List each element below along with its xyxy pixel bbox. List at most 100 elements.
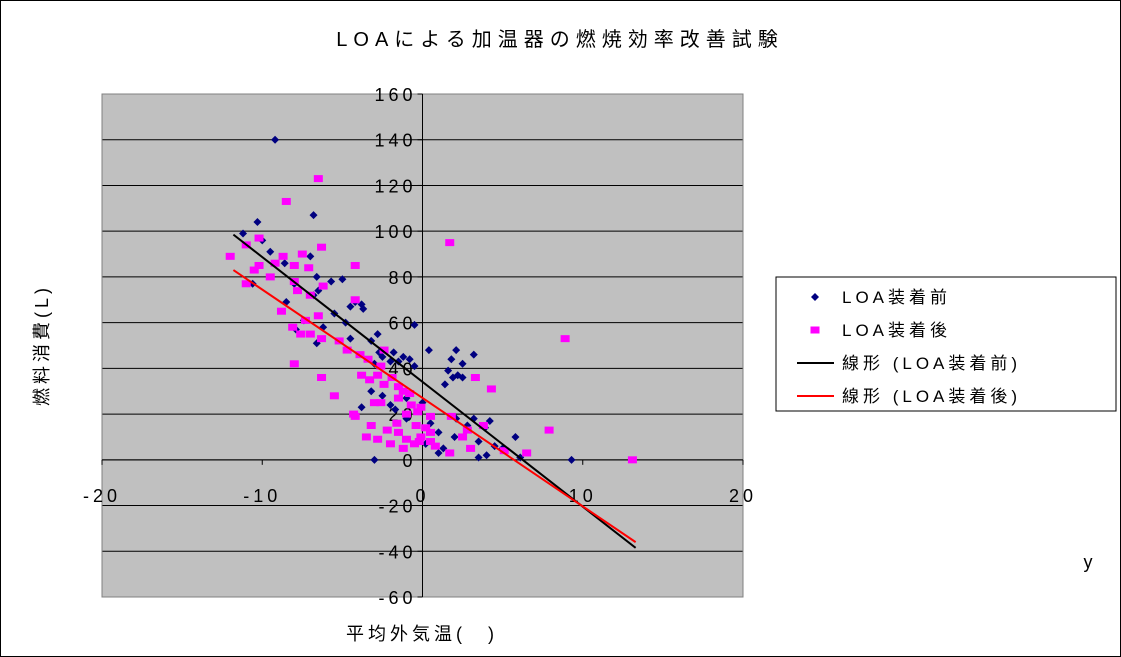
data-point xyxy=(458,359,467,368)
data-point xyxy=(405,390,415,398)
data-point xyxy=(434,428,443,437)
data-point xyxy=(445,449,455,457)
data-point xyxy=(376,399,386,407)
data-point xyxy=(401,410,411,418)
data-point xyxy=(288,323,298,331)
data-point xyxy=(450,432,459,441)
data-point xyxy=(296,330,306,338)
data-point xyxy=(466,444,476,452)
data-point xyxy=(474,453,483,462)
data-point xyxy=(391,405,400,414)
data-point xyxy=(567,455,576,464)
data-point xyxy=(313,312,323,320)
data-point xyxy=(281,197,291,205)
tick-labels: -60-40-20020406080100120140160-20-100102… xyxy=(83,85,757,608)
data-point xyxy=(511,432,520,441)
data-point xyxy=(469,350,478,359)
data-point xyxy=(293,287,303,295)
y-tick-label: -60 xyxy=(378,588,416,608)
data-point xyxy=(416,403,426,411)
data-point xyxy=(398,387,408,395)
data-point xyxy=(392,419,402,427)
data-point xyxy=(416,433,426,441)
data-point xyxy=(317,243,327,251)
data-point xyxy=(312,272,321,281)
data-point xyxy=(254,234,264,242)
data-point xyxy=(327,277,336,286)
data-point xyxy=(410,320,419,329)
legend-label: LOA装着後 xyxy=(842,321,951,340)
data-point xyxy=(369,399,379,407)
data-point xyxy=(405,355,414,364)
data-point xyxy=(350,261,360,269)
data-point xyxy=(359,304,368,313)
data-point xyxy=(426,428,436,436)
data-point xyxy=(313,175,323,183)
x-tick-label: -20 xyxy=(83,486,121,506)
data-point xyxy=(399,352,408,361)
data-point xyxy=(462,426,472,434)
data-point xyxy=(410,362,419,371)
data-point xyxy=(306,252,315,261)
data-point xyxy=(393,428,403,436)
data-point xyxy=(447,355,456,364)
data-point xyxy=(434,448,443,457)
data-point xyxy=(386,400,395,409)
data-point xyxy=(627,456,637,464)
data-point xyxy=(270,259,280,267)
data-point xyxy=(338,275,347,284)
data-point xyxy=(376,362,386,370)
data-point xyxy=(458,373,467,382)
data-point xyxy=(361,433,371,441)
data-point xyxy=(409,440,419,448)
data-point xyxy=(398,444,408,452)
data-point xyxy=(239,229,248,238)
legend-label: LOA装着前 xyxy=(842,288,951,307)
data-point xyxy=(278,252,288,260)
data-point xyxy=(367,387,376,396)
data-point xyxy=(522,449,532,457)
data-point xyxy=(424,346,433,355)
data-point xyxy=(406,401,416,409)
data-point xyxy=(225,252,235,260)
data-point xyxy=(379,346,389,354)
data-point xyxy=(342,346,352,354)
data-point xyxy=(276,307,286,315)
y-tick-label: 160 xyxy=(374,85,416,105)
legend-swatch xyxy=(810,326,820,334)
data-point xyxy=(448,373,457,382)
data-point xyxy=(486,385,496,393)
y-tick-label: 0 xyxy=(402,451,416,471)
data-point xyxy=(426,412,436,420)
data-point xyxy=(373,435,383,443)
x-tick-label: 20 xyxy=(729,486,757,506)
data-point xyxy=(458,433,468,441)
data-point xyxy=(301,316,311,324)
data-point xyxy=(365,376,375,384)
data-point xyxy=(254,261,264,269)
data-point xyxy=(444,366,453,375)
legend-box xyxy=(775,276,1117,412)
data-point xyxy=(249,266,259,274)
data-point xyxy=(411,422,421,430)
data-point xyxy=(266,247,275,256)
x-tick-label: 0 xyxy=(415,486,429,506)
data-point xyxy=(346,334,355,343)
data-point xyxy=(265,273,275,281)
data-point xyxy=(373,371,383,379)
data-point xyxy=(414,438,424,446)
data-point xyxy=(309,211,318,220)
data-point xyxy=(370,455,379,464)
y-tick-label: -40 xyxy=(378,542,416,562)
data-point xyxy=(482,451,491,460)
data-point xyxy=(430,442,440,450)
data-point xyxy=(440,380,449,389)
data-point xyxy=(413,408,423,416)
data-point xyxy=(474,437,483,446)
legend-label: 線形 (LOA装着前) xyxy=(842,354,1021,373)
data-point xyxy=(393,383,403,391)
data-point xyxy=(305,330,315,338)
data-point xyxy=(560,335,570,343)
data-point xyxy=(452,346,461,355)
